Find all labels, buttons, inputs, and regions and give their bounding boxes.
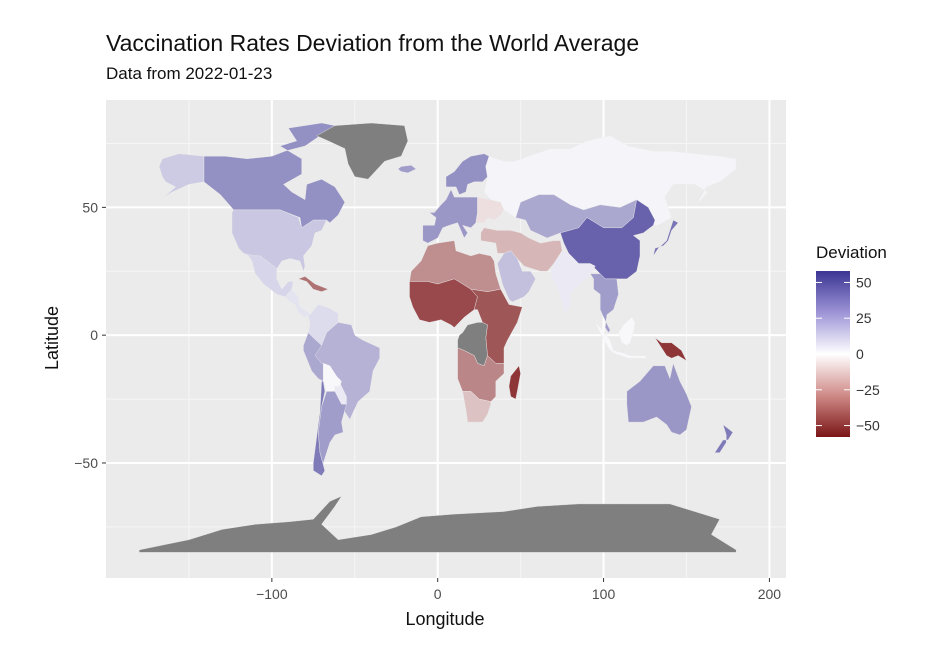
legend-break-label: 0 — [856, 346, 864, 362]
region-iceland — [397, 164, 417, 174]
chart-title: Vaccination Rates Deviation from the Wor… — [106, 30, 640, 56]
legend-break-label: 25 — [856, 310, 872, 326]
region-japan — [653, 219, 679, 257]
x-tick-label: 0 — [434, 586, 442, 602]
region-south-africa — [462, 391, 491, 423]
legend-break-label: −50 — [856, 418, 880, 434]
y-tick-label: 0 — [90, 327, 98, 343]
region-australia — [626, 363, 692, 436]
region-madagascar — [508, 365, 521, 400]
x-tick-label: 100 — [592, 586, 616, 602]
legend-title: Deviation — [816, 243, 887, 262]
region-caribbean — [298, 276, 329, 292]
legend: Deviation 50 25 0 −25 −50 — [816, 243, 887, 437]
region-southern-africa — [457, 347, 505, 402]
region-west-africa — [409, 278, 478, 328]
x-axis-title: Longitude — [405, 609, 484, 629]
region-saudi-arabia — [497, 250, 536, 303]
y-tick-label: 50 — [82, 199, 98, 215]
region-borneo-sulawesi — [618, 317, 636, 346]
region-indonesia — [595, 322, 647, 359]
y-axis-title: Latitude — [42, 306, 62, 370]
region-mexico — [243, 253, 294, 297]
region-alaska — [158, 153, 205, 198]
legend-break-label: 50 — [856, 274, 872, 290]
y-tick-label: −50 — [74, 455, 98, 471]
region-papua-new-guinea — [654, 337, 687, 361]
region-southeast-asia — [590, 273, 619, 333]
region-antarctica — [138, 496, 737, 553]
legend-break-label: −25 — [856, 382, 880, 398]
x-tick-label: 200 — [758, 586, 782, 602]
region-brazil — [314, 322, 380, 420]
chart-subtitle: Data from 2022-01-23 — [106, 64, 273, 83]
region-argentina — [318, 391, 347, 471]
region-india — [550, 250, 596, 315]
x-tick-label: −100 — [256, 586, 288, 602]
region-new-zealand — [714, 424, 734, 453]
region-greenland — [316, 122, 409, 180]
